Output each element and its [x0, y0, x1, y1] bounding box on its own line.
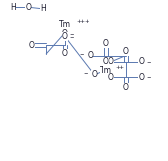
Text: +++: +++ [77, 19, 90, 24]
Text: −: − [146, 60, 150, 65]
Text: −: − [70, 32, 74, 37]
Text: −: − [80, 52, 84, 57]
Text: O: O [123, 47, 129, 56]
Text: H: H [40, 4, 46, 13]
Text: H: H [10, 3, 16, 12]
Text: O: O [108, 57, 114, 66]
Text: O: O [138, 57, 144, 66]
Text: O: O [92, 70, 97, 79]
Text: O: O [29, 41, 35, 50]
Text: Tm: Tm [59, 20, 71, 29]
Text: −: − [84, 71, 88, 77]
Text: O: O [103, 57, 109, 66]
Text: O: O [62, 28, 68, 38]
Text: O: O [26, 3, 31, 12]
Text: O: O [103, 39, 109, 48]
Text: O: O [138, 73, 144, 82]
Text: O: O [123, 83, 129, 92]
Text: −: − [146, 76, 150, 81]
Text: O: O [108, 73, 114, 82]
Text: O: O [62, 49, 68, 58]
Text: O: O [62, 32, 68, 41]
Text: O: O [88, 51, 93, 60]
Text: Tm: Tm [100, 66, 112, 75]
Text: −: − [70, 35, 74, 40]
Text: ++: ++ [115, 65, 124, 70]
